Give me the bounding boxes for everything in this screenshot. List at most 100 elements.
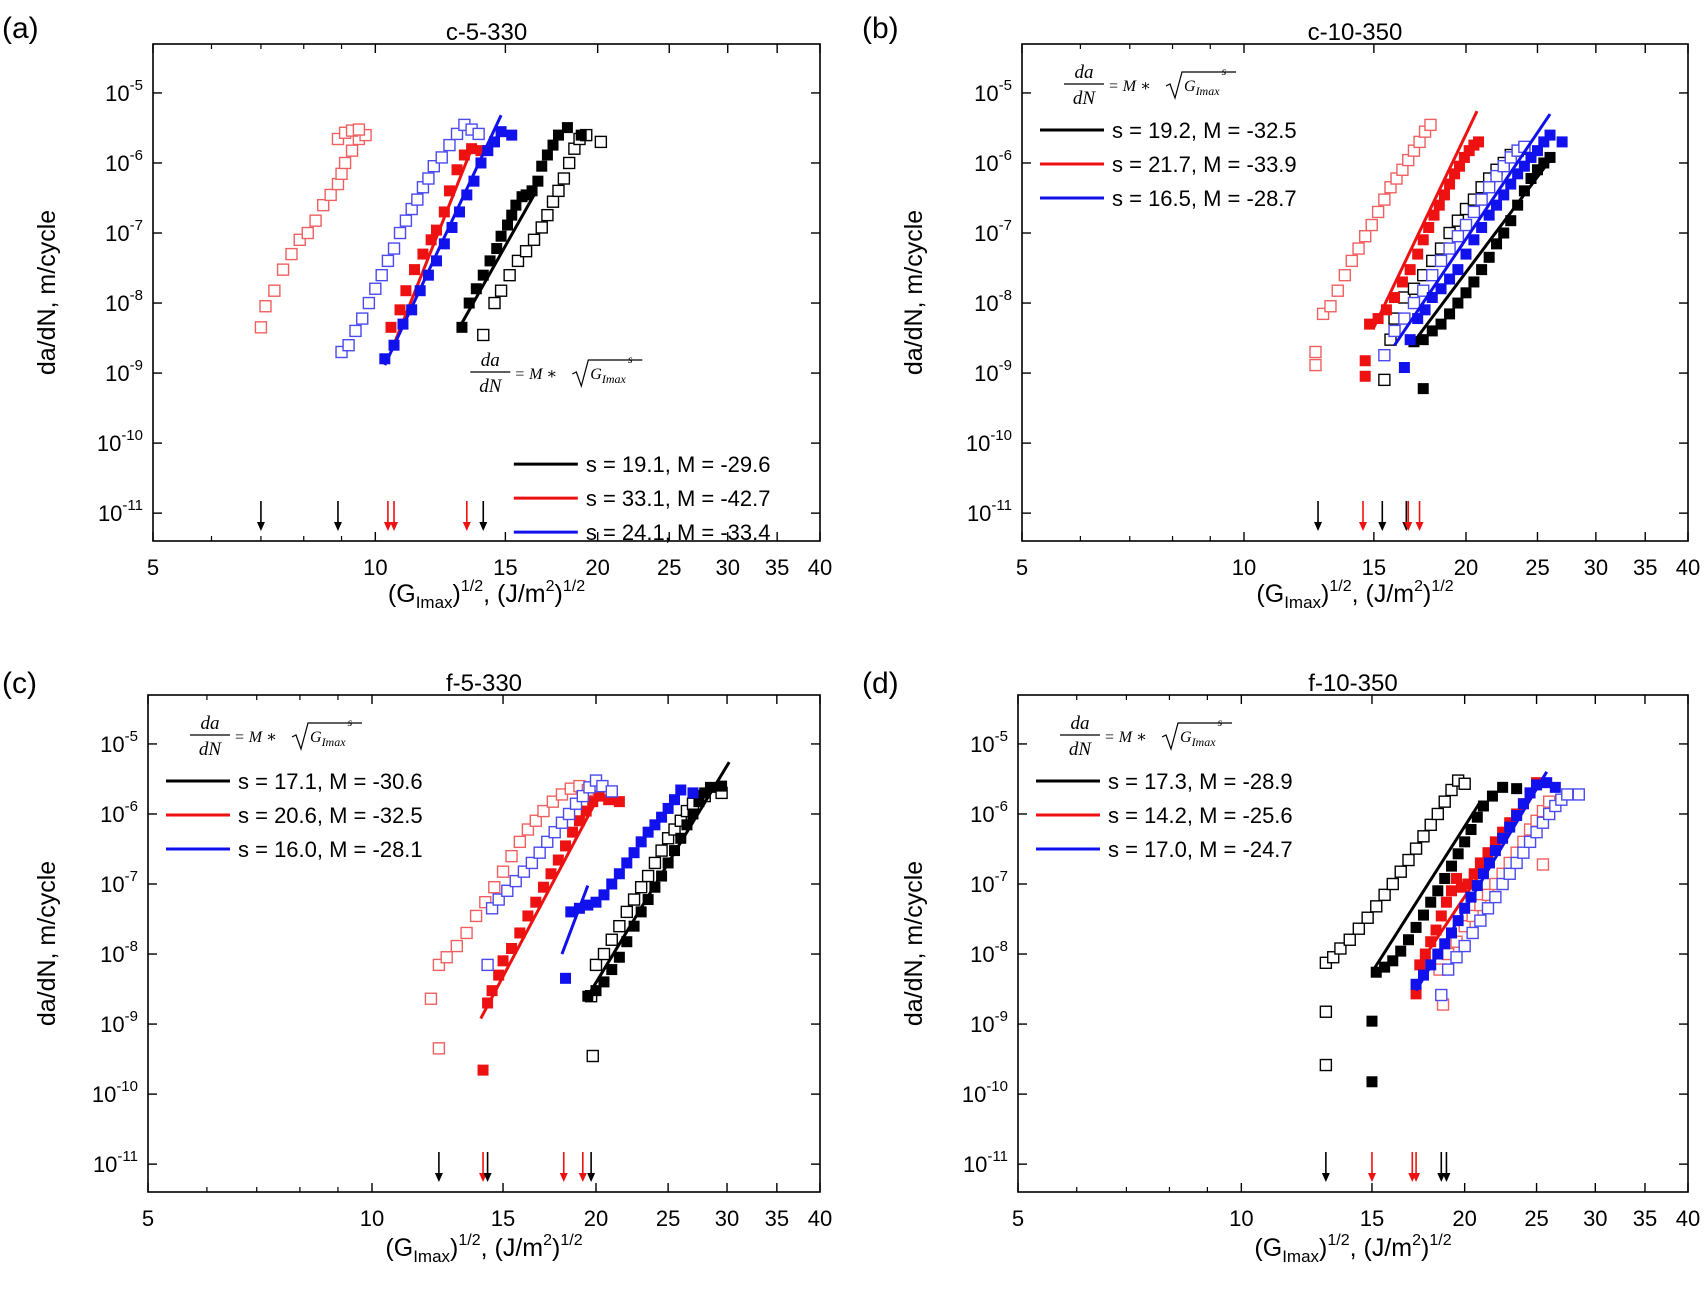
data-point-open xyxy=(1489,890,1502,904)
x-tick-label: 15 xyxy=(493,555,517,580)
data-point-filled xyxy=(598,976,610,988)
data-point-open xyxy=(422,172,435,185)
y-tick-label: 10-11 xyxy=(98,497,143,526)
x-tick-label: 25 xyxy=(1525,555,1549,580)
plot-frame xyxy=(1021,43,1689,542)
data-point-open xyxy=(356,312,369,325)
legend-entry: s = 17.3, M = -28.9 xyxy=(1108,769,1293,794)
data-point-filled xyxy=(1556,136,1568,148)
arrow-marker-head xyxy=(1404,522,1413,531)
x-axis-label: (GImax)1/2, (J/m2)1/2 xyxy=(1256,578,1453,612)
data-point-filled xyxy=(1417,909,1429,921)
data-point-filled xyxy=(635,906,647,918)
panel-label: (c) xyxy=(2,667,37,700)
data-point-filled xyxy=(1410,921,1422,933)
data-point-filled xyxy=(1489,845,1501,857)
data-point-filled xyxy=(649,819,661,831)
data-point-filled xyxy=(1497,832,1509,844)
x-tick-label: 20 xyxy=(1452,1206,1476,1231)
data-point-open xyxy=(511,254,525,268)
y-tick-label: 10-5 xyxy=(105,77,143,106)
data-point-open xyxy=(1490,169,1503,183)
data-point-filled xyxy=(493,969,505,981)
y-axis-label: da/dN, m/cycle xyxy=(33,210,61,375)
data-point-open xyxy=(481,958,494,972)
arrow-marker-head xyxy=(1437,1173,1446,1182)
data-point-open xyxy=(1319,1005,1333,1018)
data-point-open xyxy=(509,874,522,888)
data-point-filled xyxy=(506,209,518,221)
legend-entry: s = 33.1, M = -42.7 xyxy=(586,486,771,511)
data-point-filled xyxy=(1468,276,1480,288)
panel-title: c-5-330 xyxy=(446,19,527,46)
data-point-open xyxy=(613,919,626,933)
data-point-filled xyxy=(699,787,711,799)
data-point-open xyxy=(1378,888,1391,902)
data-point-filled xyxy=(530,896,542,908)
data-point-open xyxy=(655,844,668,857)
data-point-filled xyxy=(482,145,494,157)
data-point-filled xyxy=(438,238,450,250)
data-point-filled xyxy=(502,219,514,231)
data-point-filled xyxy=(1430,924,1442,936)
data-point-open xyxy=(1309,358,1322,372)
data-point-filled xyxy=(1512,168,1524,180)
x-tick-label: 40 xyxy=(808,555,832,580)
data-point-filled xyxy=(716,780,728,792)
equation-rhs: = M ∗ xyxy=(1104,729,1147,746)
arrow-marker-head xyxy=(587,1173,596,1182)
data-point-open xyxy=(381,254,395,268)
data-point-open xyxy=(1517,846,1530,859)
data-point-open xyxy=(331,177,345,191)
data-point-filled xyxy=(409,264,421,276)
arrow-marker-head xyxy=(559,1173,568,1182)
fit-line xyxy=(1370,800,1482,974)
data-point-filled xyxy=(1438,189,1450,201)
equation-numerator: da xyxy=(481,350,500,371)
x-axis-label: (GImax)1/2, (J/m2)1/2 xyxy=(385,1232,582,1266)
y-axis-label: da/dN, m/cycle xyxy=(900,861,928,1026)
data-point-open xyxy=(1510,856,1523,870)
fit-line xyxy=(1393,113,1552,347)
data-point-filled xyxy=(1380,304,1392,316)
data-point-filled xyxy=(477,269,489,281)
data-point-filled xyxy=(1395,945,1407,957)
data-point-open xyxy=(576,789,590,803)
data-point-filled xyxy=(1425,936,1437,948)
data-point-filled xyxy=(463,297,475,309)
data-point-open xyxy=(546,195,560,208)
plot-frame xyxy=(1017,694,1689,1193)
data-point-filled xyxy=(470,283,482,295)
data-point-filled xyxy=(603,794,615,806)
equation-root-sign xyxy=(291,722,362,752)
data-point-filled xyxy=(1468,868,1480,880)
data-point-filled xyxy=(1460,248,1472,260)
data-point-open xyxy=(285,247,298,261)
data-point-filled xyxy=(1426,325,1438,337)
data-point-filled xyxy=(1366,1076,1378,1088)
legend-entry: s = 19.2, M = -32.5 xyxy=(1112,118,1297,143)
data-point-filled xyxy=(1417,234,1429,246)
data-point-filled xyxy=(606,878,618,890)
y-tick-label: 10-7 xyxy=(105,217,143,246)
data-point-open xyxy=(1536,816,1550,829)
data-point-filled xyxy=(681,819,693,831)
panel-label: (d) xyxy=(862,667,899,700)
x-tick-label: 5 xyxy=(142,1206,154,1231)
data-point-open xyxy=(393,226,407,240)
data-point-open xyxy=(527,233,541,246)
data-point-filled xyxy=(1428,209,1440,221)
equation-numerator: da xyxy=(1075,62,1094,83)
data-point-open xyxy=(293,233,306,246)
data-point-filled xyxy=(1412,313,1424,325)
data-point-filled xyxy=(385,321,397,333)
data-point-filled xyxy=(522,910,534,922)
data-point-open xyxy=(1352,242,1365,255)
data-point-open xyxy=(460,926,473,940)
legend-entry: s = 17.1, M = -30.6 xyxy=(238,769,423,794)
data-point-filled xyxy=(1417,969,1429,981)
y-tick-label: 10-11 xyxy=(967,497,1012,526)
equation-rhs: = M ∗ xyxy=(234,729,277,746)
data-point-filled xyxy=(1449,168,1461,180)
y-tick-label: 10-7 xyxy=(970,868,1008,897)
